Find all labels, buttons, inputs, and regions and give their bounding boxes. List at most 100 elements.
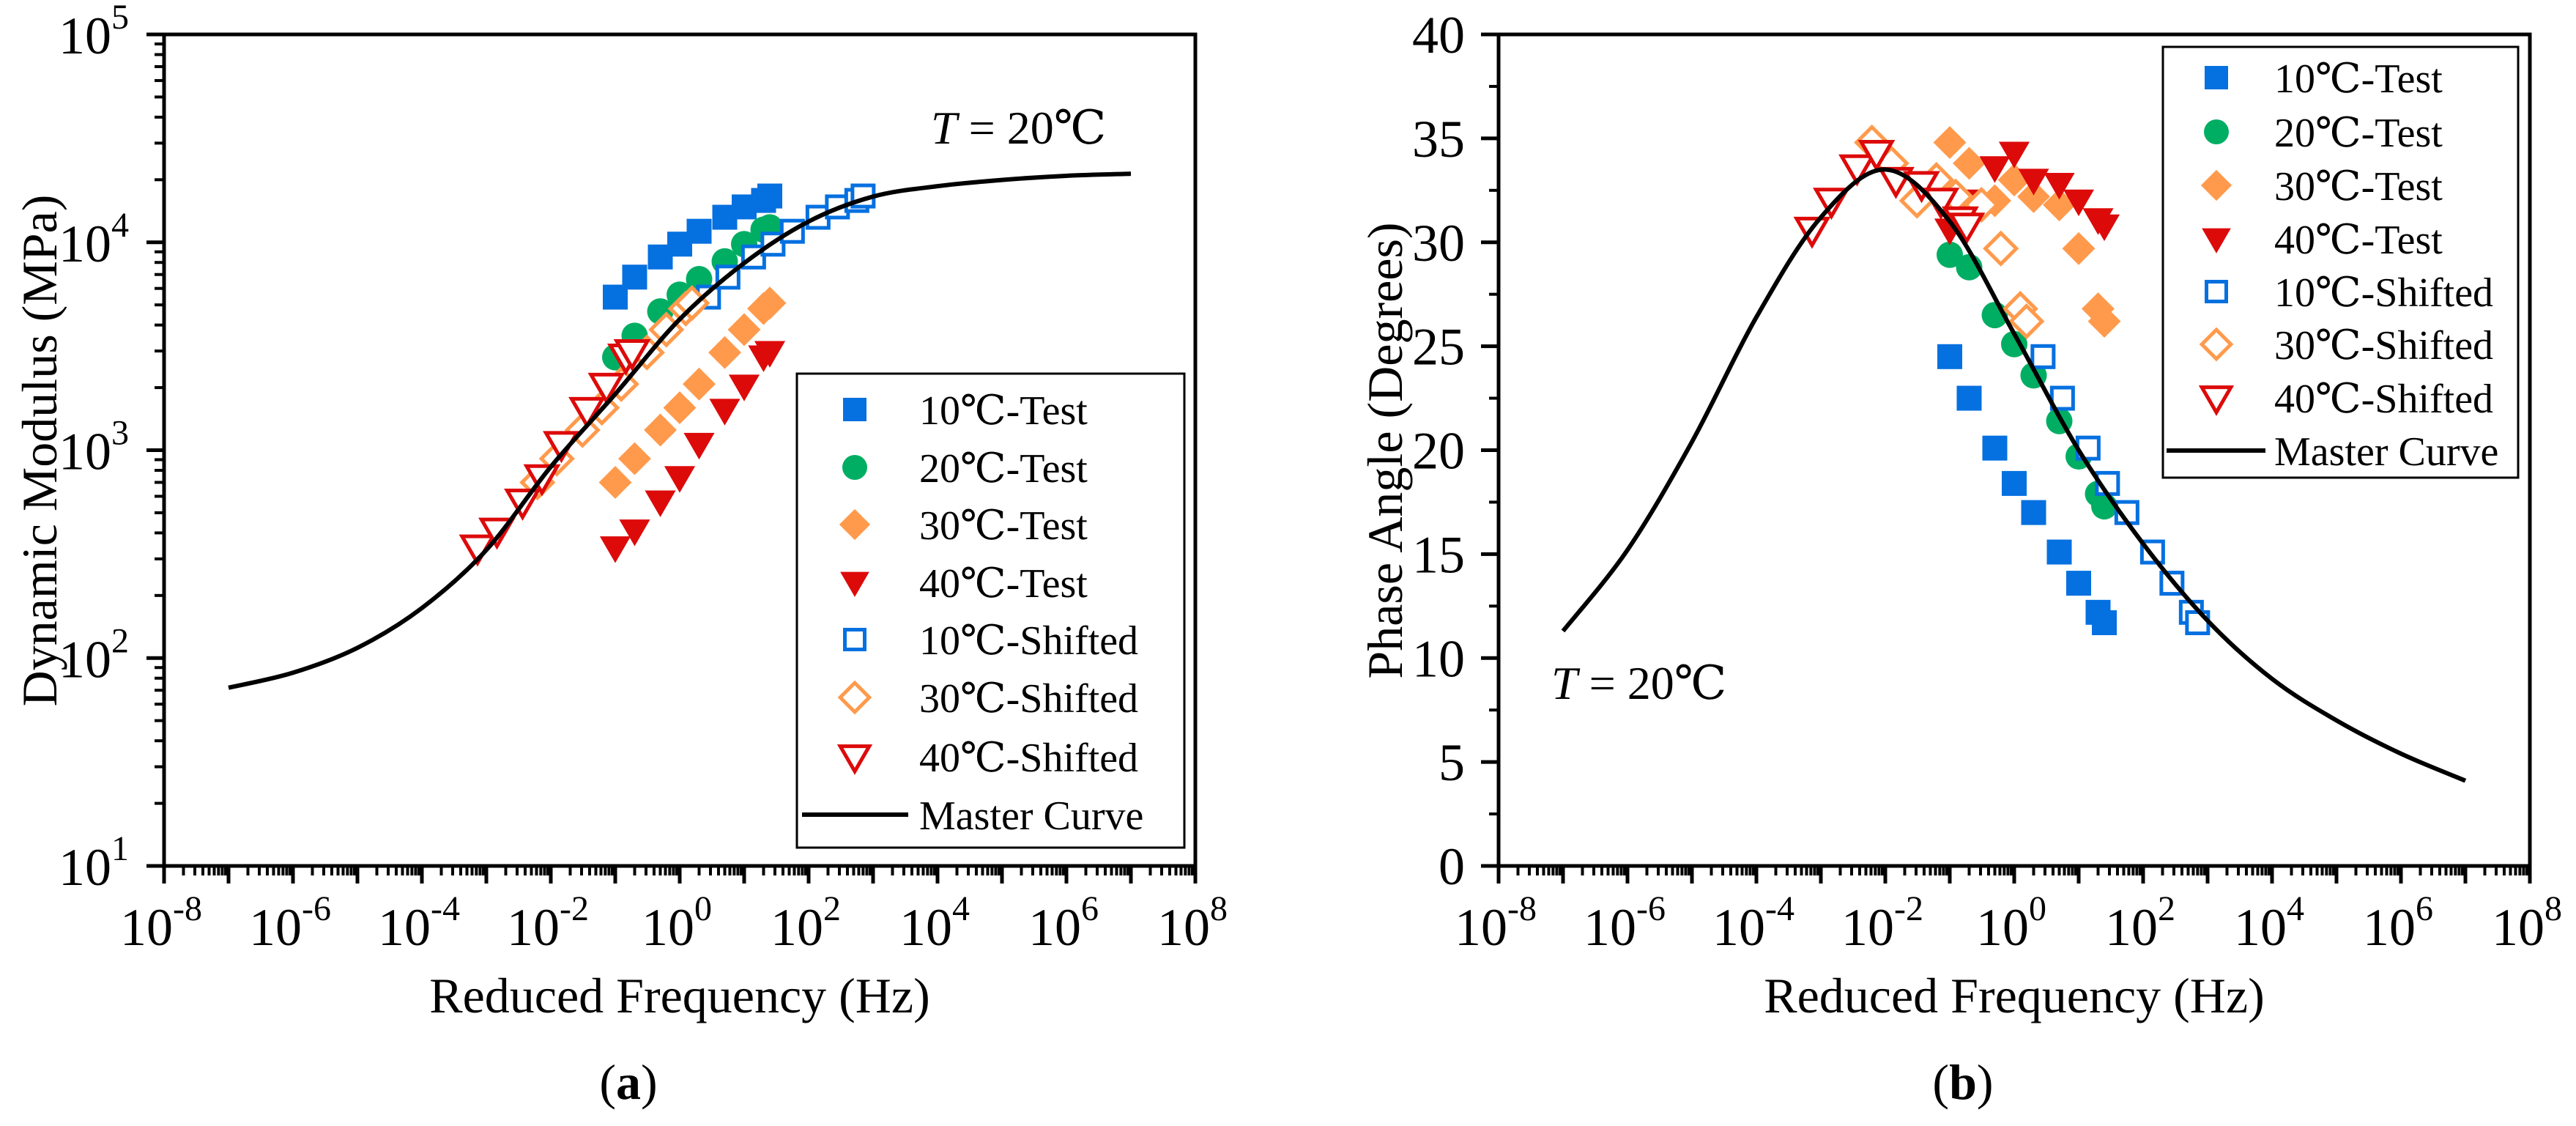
- data-point: [2063, 189, 2095, 217]
- x-axis-ticks: [162, 866, 1198, 884]
- x-tick-base: 10: [1712, 898, 1765, 957]
- legend-marker-triangle-down: [840, 571, 869, 597]
- legend-label: 30℃-Test: [919, 503, 1088, 549]
- legend-item: 40℃-Test: [2202, 218, 2443, 263]
- x-tick-exponent: 2: [2158, 889, 2175, 928]
- x-tick-label: 100: [642, 889, 712, 957]
- data-point: [1937, 241, 1963, 268]
- legend-marker-diamond: [2199, 327, 2234, 362]
- x-tick-label: 102: [2105, 889, 2175, 957]
- x-tick-exponent: 4: [2287, 889, 2304, 928]
- legend: 10℃-Test 20℃-Test 30℃-Test 40℃-Test 10℃-Shif…: [795, 372, 1186, 849]
- x-tick-base: 10: [378, 898, 431, 957]
- y-tick-label: 20: [1412, 422, 1465, 481]
- data-point: [683, 432, 715, 460]
- y-tick-label: 35: [1412, 110, 1465, 168]
- x-axis-title: Reduced Frequency (Hz): [429, 968, 930, 1023]
- legend-item: 10℃-Test: [2205, 56, 2443, 102]
- series-master-curve: [228, 171, 1132, 690]
- legend-label: 30℃-Shifted: [919, 676, 1138, 722]
- data-point: [1956, 385, 1982, 411]
- x-tick-label: 10-8: [120, 889, 202, 957]
- legend-label: 40℃-Shifted: [919, 736, 1138, 781]
- legend-marker-square: [2205, 66, 2228, 89]
- panel-label-close: ): [1977, 1054, 1994, 1110]
- data-point: [2002, 470, 2027, 496]
- data-point: [1979, 156, 2011, 183]
- series-40-shifted: [459, 338, 651, 567]
- legend-marker-square: [843, 398, 866, 421]
- legend-marker-triangle-down: [2198, 385, 2235, 416]
- x-tick-exponent: -4: [431, 889, 460, 928]
- x-axis-title: Reduced Frequency (Hz): [1764, 968, 2265, 1023]
- data-point: [1982, 435, 2008, 461]
- y-tick-label: 105: [59, 0, 129, 65]
- legend-box: [795, 372, 1186, 849]
- legend-item: Master Curve: [2167, 429, 2498, 475]
- y-axis-ticks: [146, 32, 164, 868]
- x-tick-exponent: -2: [560, 889, 589, 928]
- x-tick-exponent: 8: [2545, 889, 2562, 928]
- legend-item: 20℃-Test: [2204, 111, 2443, 156]
- y-tick-exponent: 4: [111, 206, 129, 245]
- y-tick-label: 102: [59, 621, 129, 689]
- x-tick-label: 104: [2234, 889, 2304, 957]
- data-point: [683, 367, 716, 401]
- series-10-test: [1937, 344, 2117, 636]
- x-tick-label: 10-4: [378, 889, 460, 957]
- annotation-value: = 20℃: [957, 102, 1107, 154]
- legend-marker-triangle-down: [2202, 228, 2231, 253]
- x-tick-exponent: 4: [952, 889, 970, 928]
- x-tick-exponent: -8: [173, 889, 202, 928]
- data-point: [2046, 539, 2072, 565]
- y-tick-label: 25: [1412, 318, 1465, 377]
- x-tick-label: 106: [2363, 889, 2433, 957]
- y-tick-base: 10: [59, 423, 111, 481]
- data-point: [727, 313, 761, 347]
- x-tick-exponent: 6: [1081, 889, 1099, 928]
- x-tick-exponent: 2: [823, 889, 841, 928]
- panel-label: (b): [1932, 1054, 1993, 1110]
- legend-item: 30℃-Shifted: [2199, 323, 2493, 368]
- data-point: [728, 374, 760, 401]
- data-point: [1838, 154, 1876, 187]
- data-point: [753, 286, 787, 320]
- y-tick-exponent: 1: [111, 829, 129, 868]
- data-point: [618, 442, 651, 475]
- data-point: [2001, 330, 2027, 358]
- legend-label: 20℃-Test: [919, 446, 1088, 492]
- y-tick-label: 10: [1412, 629, 1465, 688]
- data-point: [599, 536, 631, 563]
- data-point: [2087, 305, 2121, 338]
- annotation-value: = 20℃: [1578, 657, 1727, 709]
- x-tick-base: 10: [1028, 898, 1081, 957]
- data-point: [2062, 232, 2096, 265]
- data-point: [2092, 610, 2117, 636]
- legend-label: 40℃-Shifted: [2274, 377, 2493, 422]
- y-tick-label: 5: [1439, 733, 1465, 792]
- data-point: [645, 490, 676, 517]
- y-tick-base: 10: [59, 7, 111, 65]
- x-tick-base: 10: [249, 898, 302, 957]
- data-point: [613, 338, 651, 371]
- data-point: [754, 341, 786, 368]
- data-point: [663, 391, 697, 425]
- panel-label-open: (: [1932, 1054, 1949, 1110]
- annotation-variable: T: [1551, 657, 1581, 709]
- legend: 10℃-Test 20℃-Test 30℃-Test 40℃-Test 10℃-Shif…: [2161, 45, 2520, 479]
- annotation-variable: T: [931, 102, 960, 154]
- legend-label: 10℃-Shifted: [919, 618, 1138, 664]
- series-10-test: [603, 183, 783, 310]
- legend-marker-circle: [2204, 119, 2229, 144]
- y-axis-title: Dynamic Modulus (MPa): [12, 195, 67, 707]
- x-tick-base: 10: [2363, 898, 2416, 957]
- data-point: [2095, 470, 2120, 496]
- legend-item: 10℃-Shifted: [843, 618, 1138, 664]
- data-point: [2066, 571, 2091, 596]
- x-tick-label: 10-2: [507, 889, 589, 957]
- x-tick-exponent: -2: [1894, 889, 1923, 928]
- y-axis-title: Phase Angle (Degrees): [1357, 222, 1413, 678]
- x-tick-base: 10: [120, 898, 173, 957]
- x-tick-base: 10: [1455, 898, 1507, 957]
- data-point: [1933, 126, 1967, 159]
